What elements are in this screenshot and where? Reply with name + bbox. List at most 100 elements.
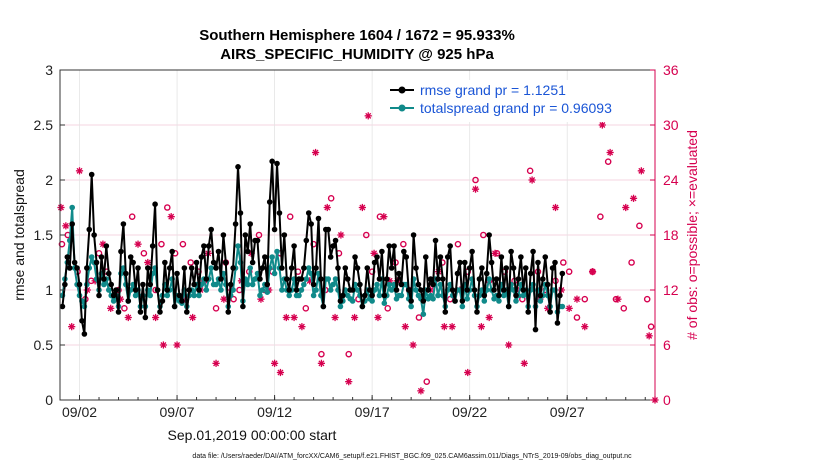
series-point-rmse-8 (79, 318, 85, 324)
series-point-spread-103 (310, 292, 317, 299)
obs-evaluated-stroke (271, 360, 278, 367)
obs-evaluated-point-34 (317, 359, 326, 367)
obs-evaluated-stroke (76, 167, 83, 174)
series-point-rmse-21 (110, 292, 117, 299)
obs-evaluated-stroke (99, 241, 106, 248)
series-point-spread-110 (327, 287, 334, 293)
obs-evaluated-point-77 (629, 194, 638, 202)
obs-evaluated-stroke (291, 314, 298, 321)
series-point-spread-79 (252, 276, 258, 282)
obs-evaluated-point-39 (350, 313, 359, 322)
obs-evaluated-point-11 (144, 258, 152, 267)
series-point-rmse-192 (527, 270, 534, 277)
series-point-rmse-127 (369, 292, 375, 299)
series-point-rmse-101 (305, 210, 312, 216)
series-point-rmse-155 (437, 254, 444, 260)
series-point-spread-12 (88, 254, 95, 260)
series-point-rmse-11 (86, 226, 93, 233)
obs-evaluated-stroke (332, 314, 339, 321)
series-point-rmse-63 (213, 265, 219, 271)
series-point-rmse-148 (420, 298, 427, 304)
series-point-rmse-129 (374, 254, 380, 260)
y-right-tick-label-1: 6 (663, 337, 671, 353)
series-point-rmse-140 (401, 248, 407, 255)
obs-evaluated-point-67 (551, 203, 560, 212)
series-point-rmse-9 (81, 331, 88, 337)
series-point-rmse-103 (310, 281, 317, 288)
obs-evaluated-stroke (599, 122, 606, 128)
obs-evaluated-point-27 (270, 359, 279, 367)
series-point-rmse-68 (225, 309, 232, 315)
obs-evaluated-point-31 (298, 323, 306, 331)
series-point-rmse-75 (242, 232, 249, 238)
series-point-rmse-62 (210, 259, 217, 266)
series-point-rmse-189 (520, 287, 527, 293)
series-point-rmse-22 (113, 287, 119, 293)
series-point-rmse-114 (337, 298, 344, 304)
series-point-spread-166 (464, 296, 471, 302)
obs-possible-point-19 (212, 305, 220, 312)
series-point-rmse-82 (259, 265, 266, 271)
obs-evaluated-point-44 (380, 213, 388, 221)
series-point-spread-205 (559, 303, 566, 310)
series-point-rmse-48 (176, 292, 183, 299)
legend-label-spread: totalspread grand pr = 0.96093 (420, 100, 612, 116)
series-point-rmse-72 (235, 164, 241, 170)
series-point-rmse-117 (344, 276, 351, 282)
series-point-rmse-166 (464, 287, 471, 293)
series-point-rmse-12 (88, 171, 95, 178)
series-point-spread-21 (110, 298, 117, 304)
series-point-spread-84 (264, 289, 271, 296)
series-point-spread-86 (269, 254, 275, 260)
series-point-rmse-57 (198, 254, 205, 260)
obs-possible-point-75 (647, 323, 655, 330)
series-point-rmse-182 (503, 265, 510, 271)
series-point-rmse-95 (291, 243, 297, 249)
series-point-spread-135 (388, 287, 395, 293)
obs-evaluated-point-78 (637, 167, 645, 175)
series-point-rmse-136 (391, 243, 397, 249)
series-point-rmse-91 (281, 232, 288, 238)
series-point-rmse-65 (218, 276, 224, 282)
y-right-tick-label-6: 36 (663, 62, 679, 78)
series-point-spread-93 (286, 292, 293, 299)
obs-evaluated-stroke (68, 323, 75, 330)
obs-possible-point-28 (286, 213, 294, 220)
series-point-rmse-90 (279, 265, 285, 271)
series-point-rmse-104 (313, 265, 319, 271)
series-point-spread-76 (244, 281, 251, 288)
obs-evaluated-point-53 (448, 323, 456, 331)
obs-evaluated-stroke (478, 323, 485, 330)
obs-evaluated-point-79 (645, 332, 653, 340)
obs-evaluated-point-14 (167, 213, 175, 221)
obs-evaluated-stroke (324, 204, 331, 211)
obs-evaluated-point-21 (220, 295, 228, 303)
series-point-rmse-74 (240, 303, 246, 310)
y-left-tick-label-4: 2 (45, 172, 53, 188)
y-right-tick-label-5: 30 (663, 117, 679, 133)
series-point-spread-87 (271, 270, 278, 277)
series-point-spread-36 (147, 292, 154, 299)
series-point-rmse-162 (454, 270, 461, 277)
obs-evaluated-stroke (135, 241, 142, 248)
obs-evaluated-stroke (410, 342, 417, 348)
series-point-rmse-150 (425, 287, 432, 293)
series-point-rmse-102 (308, 221, 314, 227)
series-point-rmse-133 (383, 276, 390, 282)
obs-evaluated-stroke (62, 222, 69, 229)
obs-evaluated-stroke (125, 314, 132, 321)
obs-evaluated-point-59 (491, 249, 499, 257)
series-point-rmse-123 (359, 303, 366, 310)
series-point-rmse-18 (103, 243, 110, 249)
series-layer (59, 158, 566, 337)
series-point-rmse-20 (108, 281, 115, 288)
series-point-rmse-55 (193, 259, 200, 266)
series-point-rmse-94 (288, 265, 295, 271)
obs-possible-point-72 (628, 259, 635, 266)
footnote: data file: /Users/raeder/DAI/ATM_forcXX/… (192, 453, 632, 460)
series-point-spread-90 (279, 287, 285, 293)
series-point-rmse-64 (215, 248, 222, 255)
obs-evaluated-stroke (441, 323, 448, 330)
series-point-rmse-154 (435, 276, 441, 282)
series-point-rmse-174 (483, 270, 490, 277)
